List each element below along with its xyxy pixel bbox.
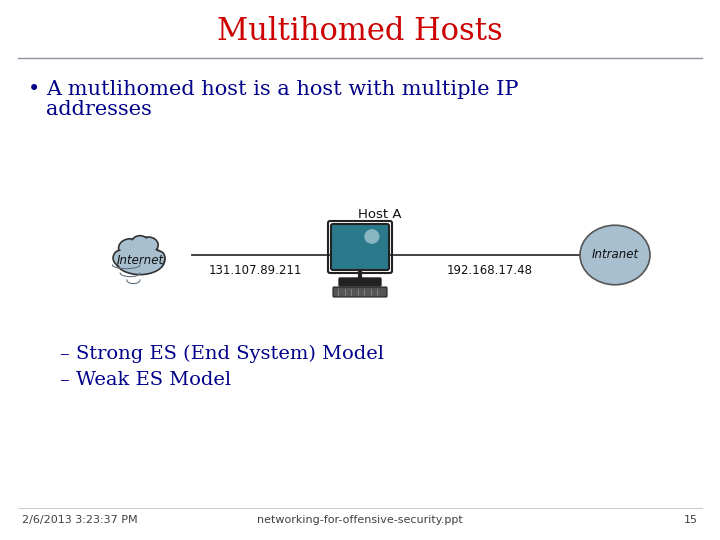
Text: Host A: Host A <box>359 207 402 220</box>
Ellipse shape <box>117 247 163 273</box>
FancyBboxPatch shape <box>331 224 389 270</box>
FancyBboxPatch shape <box>333 287 387 297</box>
Ellipse shape <box>132 235 148 249</box>
Text: Multihomed Hosts: Multihomed Hosts <box>217 17 503 48</box>
Ellipse shape <box>133 237 147 248</box>
Ellipse shape <box>114 252 127 264</box>
Text: A mutlihomed host is a host with multiple IP: A mutlihomed host is a host with multipl… <box>46 80 518 99</box>
Text: addresses: addresses <box>46 100 152 119</box>
Ellipse shape <box>364 229 379 244</box>
Text: 192.168.17.48: 192.168.17.48 <box>447 265 533 278</box>
Text: Intranet: Intranet <box>591 248 639 261</box>
Text: 131.107.89.211: 131.107.89.211 <box>208 265 302 278</box>
Text: Internet: Internet <box>117 254 163 267</box>
Ellipse shape <box>151 251 165 265</box>
Ellipse shape <box>140 238 156 252</box>
Text: networking-for-offensive-security.ppt: networking-for-offensive-security.ppt <box>257 515 463 525</box>
Text: – Strong ES (End System) Model: – Strong ES (End System) Model <box>60 345 384 363</box>
Ellipse shape <box>119 239 142 258</box>
Text: 2/6/2013 3:23:37 PM: 2/6/2013 3:23:37 PM <box>22 515 138 525</box>
Ellipse shape <box>115 245 165 275</box>
Ellipse shape <box>580 225 650 285</box>
FancyBboxPatch shape <box>339 278 381 286</box>
Ellipse shape <box>138 237 158 253</box>
Ellipse shape <box>153 252 163 264</box>
Ellipse shape <box>113 250 128 266</box>
Ellipse shape <box>120 240 140 256</box>
Text: – Weak ES Model: – Weak ES Model <box>60 371 231 389</box>
Text: •: • <box>28 80 40 99</box>
Text: 15: 15 <box>684 515 698 525</box>
